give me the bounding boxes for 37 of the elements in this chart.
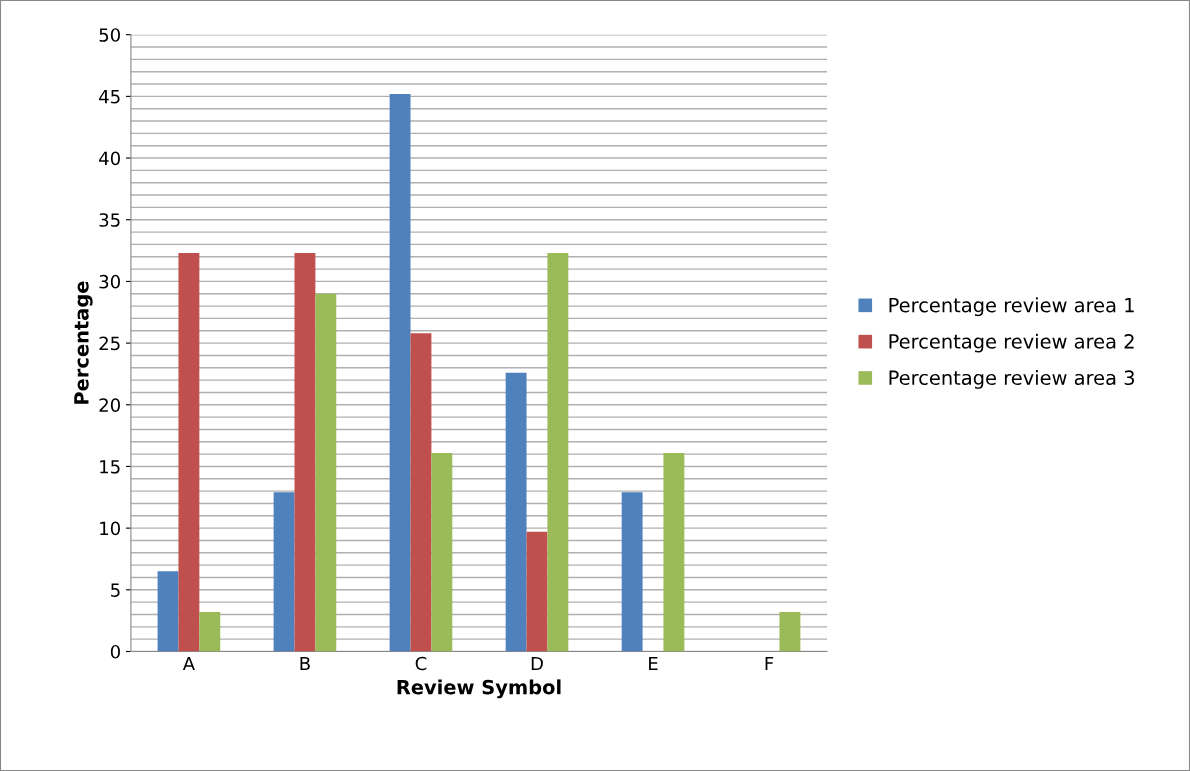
y-tick-label: 25 — [99, 336, 120, 351]
bar — [663, 452, 685, 652]
bar — [621, 492, 643, 652]
y-tick-label: 15 — [100, 460, 120, 474]
y-tick-label: 45 — [99, 90, 120, 104]
y-tick-label: 0 — [110, 644, 120, 659]
y-tick-label: 35 — [99, 213, 120, 227]
bar — [547, 253, 569, 652]
x-tick-label: B — [300, 656, 310, 671]
bar — [315, 293, 337, 652]
legend-label: Percentage review area 1 — [889, 297, 1134, 317]
x-axis-title: Review Symbol — [397, 679, 561, 699]
bar — [199, 612, 221, 652]
y-tick-label: 30 — [99, 274, 120, 289]
bar — [505, 372, 527, 652]
y-tick-label: 5 — [111, 583, 120, 597]
bar — [273, 492, 295, 652]
x-tick-label: C — [415, 656, 427, 671]
y-axis-title: Percentage — [74, 281, 93, 404]
bar — [389, 93, 411, 652]
y-tick-label: 50 — [99, 28, 120, 42]
bar — [431, 452, 453, 652]
bar — [779, 612, 801, 652]
y-tick-label: 40 — [99, 151, 120, 166]
y-tick-label: 20 — [99, 398, 120, 412]
legend-label: Percentage review area 3 — [889, 370, 1134, 389]
bar — [178, 253, 200, 652]
x-tick-label: E — [649, 656, 658, 671]
bar — [410, 333, 432, 652]
x-tick-label: A — [182, 656, 195, 671]
bar — [526, 531, 548, 652]
x-tick-label: F — [765, 656, 774, 671]
bar — [294, 253, 316, 652]
x-tick-label: D — [531, 656, 543, 671]
y-tick-label: 10 — [100, 521, 120, 536]
bar — [157, 571, 179, 652]
legend-label: Percentage review area 2 — [889, 333, 1134, 353]
